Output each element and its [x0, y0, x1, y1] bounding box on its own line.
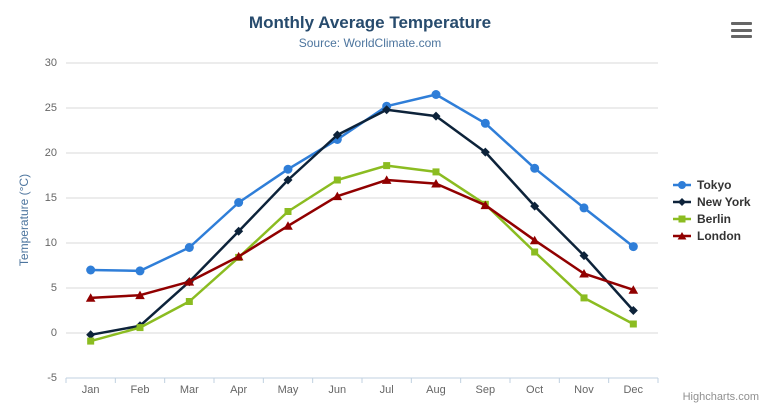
- x-axis-label: Oct: [526, 384, 544, 396]
- legend-marker-triangle-icon: [673, 231, 691, 239]
- data-point[interactable]: [628, 285, 639, 294]
- x-axis-label: Mar: [179, 384, 199, 396]
- data-point[interactable]: [579, 269, 589, 278]
- legend-label: New York: [697, 194, 751, 209]
- data-point[interactable]: [86, 330, 96, 340]
- data-point[interactable]: [580, 294, 588, 302]
- legend-label: London: [697, 228, 741, 243]
- y-axis-tick-label: 15: [44, 192, 57, 204]
- x-axis-label: Aug: [426, 384, 446, 396]
- hamburger-menu-icon[interactable]: [731, 22, 753, 38]
- legend-label: Berlin: [697, 211, 732, 226]
- series-line[interactable]: [89, 164, 635, 343]
- legend-item-tokyo[interactable]: Tokyo: [673, 177, 751, 192]
- data-point[interactable]: [332, 130, 342, 140]
- y-axis-tick-label: -5: [47, 372, 57, 384]
- series-london[interactable]: [85, 175, 639, 302]
- legend-item-new-york[interactable]: New York: [673, 194, 751, 209]
- data-point[interactable]: [382, 105, 392, 115]
- y-axis-tick-label: 30: [44, 57, 57, 69]
- data-point[interactable]: [629, 320, 637, 328]
- data-point[interactable]: [135, 266, 145, 276]
- data-point[interactable]: [530, 201, 540, 211]
- legend-label: Tokyo: [697, 177, 732, 192]
- data-point[interactable]: [284, 208, 292, 215]
- x-axis-label: Jun: [328, 384, 347, 396]
- x-axis-label: Apr: [230, 384, 248, 396]
- legend: Tokyo New York Berlin London: [673, 177, 751, 243]
- series-new-york[interactable]: [86, 105, 638, 340]
- data-point[interactable]: [283, 221, 293, 230]
- y-axis-tick-label: 20: [44, 147, 57, 159]
- data-point[interactable]: [135, 290, 145, 300]
- data-point[interactable]: [184, 277, 195, 286]
- y-axis-tick-label: 25: [44, 102, 57, 114]
- x-axis-label: May: [277, 384, 299, 396]
- legend-item-london[interactable]: London: [673, 228, 751, 243]
- credits[interactable]: Highcharts.com: [682, 391, 759, 403]
- x-axis-label: Dec: [623, 384, 644, 396]
- hamburger-bar: [731, 35, 752, 38]
- legend-marker-circle-icon: [673, 180, 691, 189]
- data-point[interactable]: [480, 200, 491, 210]
- series-line[interactable]: [89, 108, 635, 337]
- hamburger-bar: [731, 28, 752, 32]
- data-point[interactable]: [529, 235, 540, 245]
- data-point[interactable]: [87, 337, 95, 345]
- data-point[interactable]: [431, 179, 441, 188]
- data-point[interactable]: [531, 248, 539, 256]
- legend-marker-diamond-icon: [673, 197, 691, 206]
- x-axis-label: Nov: [574, 384, 594, 396]
- data-point[interactable]: [530, 163, 540, 173]
- x-axis-label: Feb: [130, 384, 150, 396]
- data-point[interactable]: [234, 198, 244, 207]
- data-point[interactable]: [480, 118, 490, 128]
- data-point[interactable]: [86, 265, 96, 275]
- data-point[interactable]: [85, 293, 96, 302]
- series-line[interactable]: [89, 178, 635, 300]
- data-point[interactable]: [381, 175, 392, 184]
- hamburger-bar: [731, 22, 752, 25]
- data-point[interactable]: [628, 242, 638, 252]
- y-axis-tick-label: 10: [44, 237, 57, 249]
- data-point[interactable]: [332, 191, 343, 201]
- data-point[interactable]: [383, 162, 391, 170]
- data-point[interactable]: [283, 164, 293, 174]
- data-point[interactable]: [233, 251, 244, 261]
- x-axis-labels: Jan Feb Mar Apr May Jun Jul Aug Sep Oct …: [66, 384, 658, 396]
- data-point[interactable]: [628, 306, 638, 315]
- data-point[interactable]: [234, 226, 244, 236]
- legend-item-berlin[interactable]: Berlin: [673, 211, 751, 226]
- chart-subtitle: Source: WorldClimate.com: [298, 36, 442, 50]
- data-point[interactable]: [333, 176, 341, 184]
- data-point[interactable]: [184, 243, 194, 252]
- data-point[interactable]: [431, 90, 441, 99]
- y-axis-tick-label: 0: [50, 327, 57, 339]
- legend-marker-square-icon: [673, 215, 691, 222]
- data-point[interactable]: [283, 175, 293, 185]
- y-axis-tick-label: 5: [50, 282, 57, 294]
- x-axis-label: Jan: [81, 384, 100, 396]
- data-point[interactable]: [431, 111, 441, 121]
- series-tokyo[interactable]: [86, 90, 638, 276]
- data-point[interactable]: [432, 168, 440, 176]
- data-point[interactable]: [136, 324, 144, 332]
- x-axis-label: Jul: [379, 384, 394, 396]
- data-point[interactable]: [480, 147, 490, 157]
- x-axis-label: Sep: [475, 384, 496, 396]
- data-point[interactable]: [579, 251, 589, 261]
- series-line[interactable]: [89, 93, 635, 273]
- chart-title: Monthly Average Temperature: [248, 13, 492, 32]
- data-point[interactable]: [185, 298, 193, 305]
- data-point[interactable]: [579, 203, 589, 213]
